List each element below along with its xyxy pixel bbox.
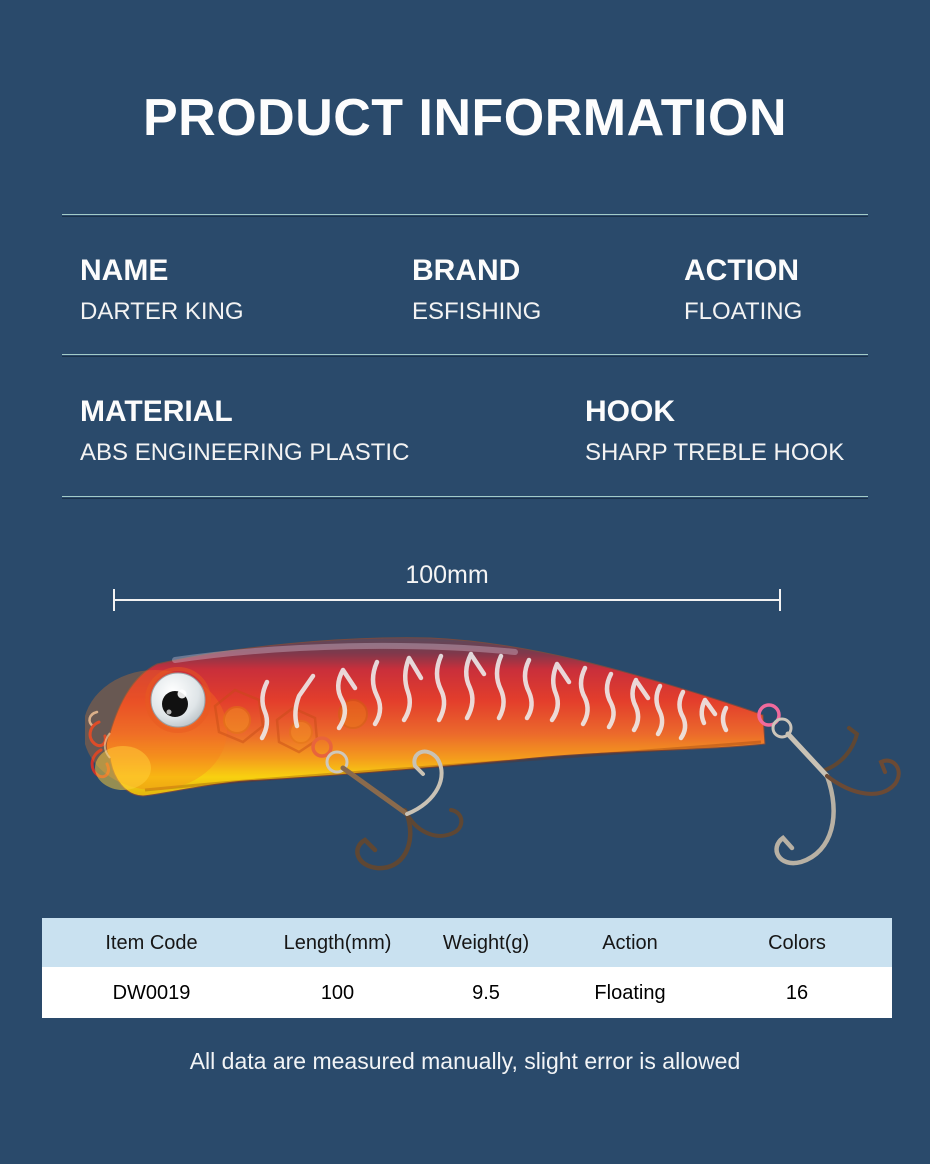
cell-action: Floating [594,981,666,1004]
cell-weight: 9.5 [472,981,500,1004]
cell-length: 100 [320,981,355,1004]
measurement-tick-right [779,589,781,611]
spec-action: ACTION FLOATING [684,256,802,324]
measurement-length-label: 100mm [405,561,489,589]
spec-brand-value: ESFISHING [412,298,542,325]
spec-name-value: DARTER KING [80,298,244,325]
spec-hook-label: HOOK [585,395,675,428]
spec-brand: BRAND ESFISHING [412,256,541,324]
column-header-item-code: Item Code [105,931,198,954]
divider-top [62,214,868,215]
divider-bottom [62,496,868,497]
spec-name-label: NAME [80,254,169,287]
spec-action-value: FLOATING [684,298,803,325]
spec-hook-value: SHARP TREBLE HOOK [585,439,845,466]
footer-note: All data are measured manually, slight e… [189,1048,741,1074]
column-header-action: Action [602,931,658,954]
cell-colors: 16 [785,981,809,1004]
spec-table: Item Code Length(mm) Weight(g) Action Co… [42,918,892,1018]
spec-hook: HOOK SHARP TREBLE HOOK [585,397,844,465]
cell-item-code: DW0019 [112,981,191,1004]
measurement-tick-left [113,589,115,611]
measurement-line [113,599,781,601]
divider-middle [62,354,868,355]
spec-material-value: ABS ENGINEERING PLASTIC [80,439,410,466]
spec-material: MATERIAL ABS ENGINEERING PLASTIC [80,397,409,465]
spec-table-data-row: DW0019 100 9.5 Floating 16 [42,967,892,1018]
spec-brand-label: BRAND [412,254,521,287]
spec-name: NAME DARTER KING [80,256,244,324]
fishing-lure-image [85,637,901,871]
spec-material-label: MATERIAL [80,395,233,428]
column-header-weight: Weight(g) [442,931,530,954]
column-header-length: Length(mm) [283,931,392,954]
column-header-colors: Colors [768,931,826,954]
spec-table-header-row: Item Code Length(mm) Weight(g) Action Co… [42,918,892,967]
page-title: PRODUCT INFORMATION [142,89,788,147]
spec-action-label: ACTION [684,254,799,287]
